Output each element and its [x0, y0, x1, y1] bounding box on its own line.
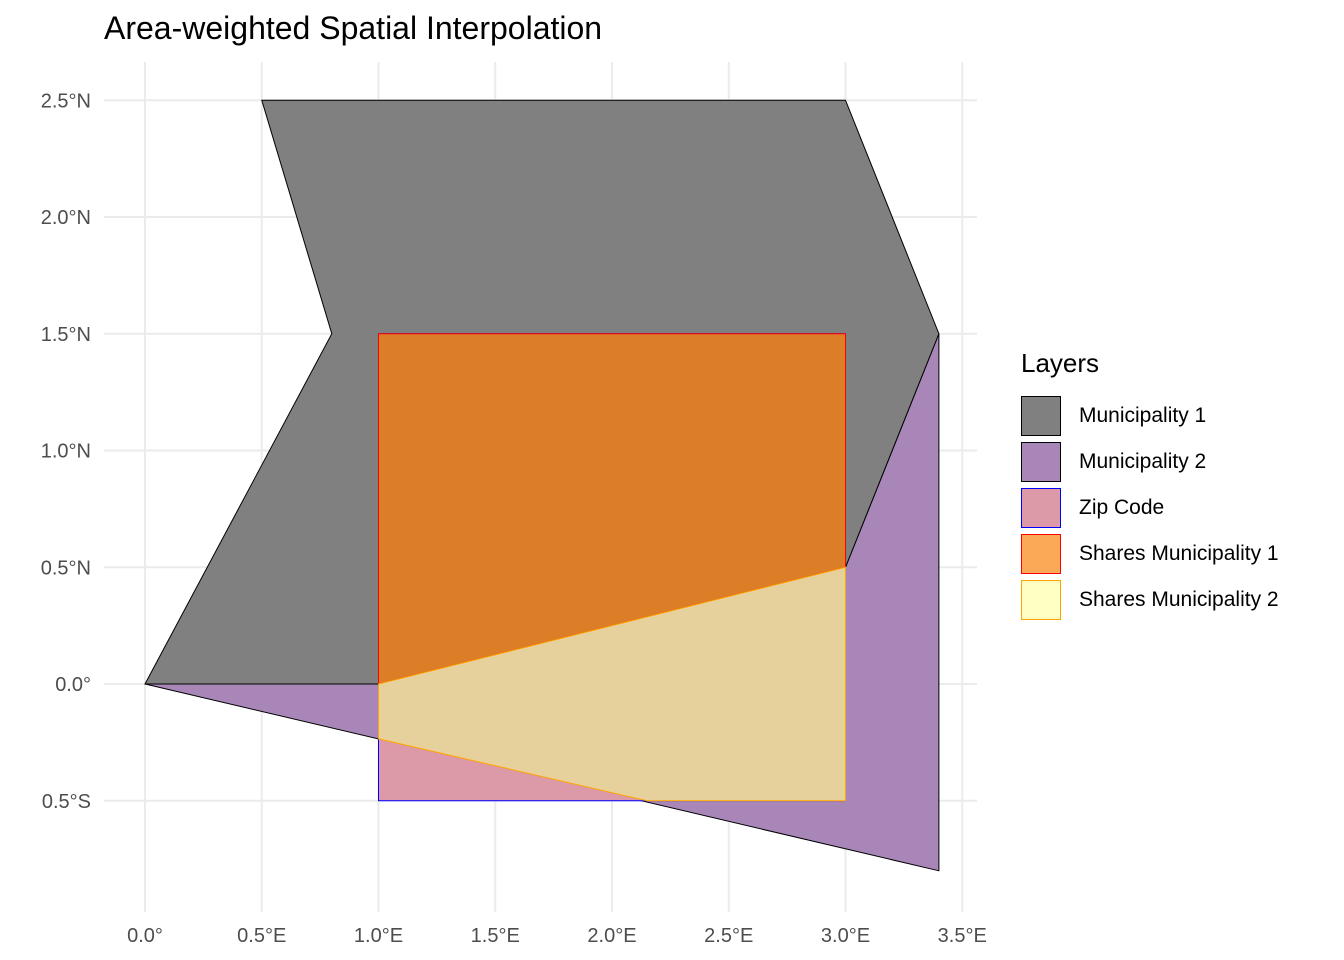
y-tick-label: 2.0°N: [41, 207, 91, 229]
legend-items: Municipality 1 Municipality 2 Zip Code Shar…: [1021, 393, 1279, 623]
legend-swatch: [1021, 396, 1061, 436]
y-axis-ticks: 0.5°S 0.0° 0.5°N 1.0°N 1.5°N 2.0°N 2.5°N: [41, 90, 91, 813]
legend-label: Municipality 2: [1079, 450, 1207, 473]
y-tick-label: 1.0°N: [41, 441, 91, 463]
y-tick-label: 1.5°N: [41, 324, 91, 346]
x-tick-label: 0.5°E: [237, 925, 286, 947]
legend-item-shares-municipality-2: Shares Municipality 2: [1021, 577, 1279, 623]
legend-label: Zip Code: [1079, 496, 1165, 519]
x-tick-label: 3.5°E: [938, 925, 987, 947]
polygon-shares-municipality-2: [378, 566, 846, 802]
x-tick-label: 0.0°: [127, 925, 163, 947]
y-tick-label: 0.5°S: [42, 791, 91, 813]
legend-swatch: [1021, 442, 1061, 482]
legend-label: Shares Municipality 1: [1079, 542, 1279, 565]
x-tick-label: 1.5°E: [471, 925, 520, 947]
legend-item-shares-municipality-1: Shares Municipality 1: [1021, 531, 1279, 577]
legend-label: Shares Municipality 2: [1079, 588, 1279, 611]
x-tick-label: 2.5°E: [704, 925, 753, 947]
legend-item-zip-code: Zip Code: [1021, 485, 1279, 531]
x-axis-ticks: 0.0° 0.5°E 1.0°E 1.5°E 2.0°E 2.5°E 3.0°E 3.5°E: [127, 925, 987, 947]
map-layers: [144, 99, 940, 872]
x-tick-label: 2.0°E: [587, 925, 636, 947]
x-tick-label: 1.0°E: [354, 925, 403, 947]
legend-title: Layers: [1021, 348, 1100, 378]
legend-item-municipality-1: Municipality 1: [1021, 393, 1279, 439]
chart-title: Area-weighted Spatial Interpolation: [104, 10, 603, 46]
legend-label: Municipality 1: [1079, 404, 1207, 427]
y-tick-label: 0.5°N: [41, 557, 91, 579]
legend-item-municipality-2: Municipality 2: [1021, 439, 1279, 485]
legend: Layers Municipality 1 Municipality 2 Zip C…: [1021, 348, 1279, 623]
legend-swatch: [1021, 580, 1061, 620]
y-tick-label: 2.5°N: [41, 90, 91, 112]
map-plot: 0.0° 0.5°E 1.0°E 1.5°E 2.0°E 2.5°E 3.0°E 3.5°E …: [41, 62, 987, 947]
x-tick-label: 3.0°E: [821, 925, 870, 947]
legend-swatch: [1021, 534, 1061, 574]
y-tick-label: 0.0°: [55, 674, 91, 696]
legend-swatch: [1021, 488, 1061, 528]
